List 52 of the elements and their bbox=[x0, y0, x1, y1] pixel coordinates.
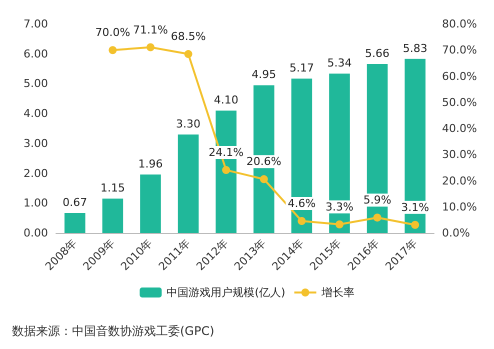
point bbox=[108, 46, 117, 54]
y-tick-label: 1.00 bbox=[24, 196, 48, 210]
data-label: 4.10 bbox=[214, 94, 238, 107]
y2-tick-label: 10.0% bbox=[442, 200, 477, 214]
data-label: 3.3% bbox=[326, 200, 354, 214]
data-label: 3.1% bbox=[401, 200, 430, 214]
legend-label: 增长率 bbox=[320, 286, 354, 299]
y-tick-label: 4.00 bbox=[24, 107, 48, 120]
y-tick-label: 5.00 bbox=[24, 77, 48, 90]
data-label: 20.6% bbox=[246, 155, 282, 168]
data-label: 3.30 bbox=[176, 117, 201, 130]
bar bbox=[178, 134, 199, 233]
data-label: 5.17 bbox=[289, 62, 314, 75]
y2-tick-label: 50.0% bbox=[442, 96, 477, 109]
data-label: 4.95 bbox=[252, 68, 276, 82]
data-label: 1.96 bbox=[138, 157, 163, 170]
point bbox=[298, 216, 306, 225]
point bbox=[222, 166, 230, 174]
data-label: 0.67 bbox=[62, 196, 88, 209]
y2-tick-label: 40.0% bbox=[442, 122, 477, 135]
y-tick-label: 2.00 bbox=[24, 166, 48, 180]
y2-tick-label: 70.0% bbox=[442, 44, 477, 57]
point bbox=[146, 43, 154, 52]
data-label: 5.9% bbox=[363, 194, 392, 207]
data-label: 70.0% bbox=[95, 26, 130, 40]
data-label: 24.1% bbox=[208, 146, 244, 160]
y2-tick-label: 20.0% bbox=[442, 174, 477, 188]
y-tick-label: 0.00 bbox=[24, 226, 48, 240]
bar bbox=[102, 198, 124, 233]
data-label: 1.15 bbox=[100, 182, 125, 195]
legend-label: 中国游戏用户规模(亿人) bbox=[166, 286, 286, 299]
point bbox=[336, 220, 344, 228]
y-tick-label: 7.00 bbox=[24, 18, 48, 30]
bar bbox=[140, 174, 161, 233]
data-label: 4.6% bbox=[288, 196, 316, 210]
y2-tick-label: 30.0% bbox=[442, 148, 477, 162]
y2-tick-label: 60.0% bbox=[442, 70, 477, 83]
point bbox=[411, 220, 420, 229]
y2-tick-label: 80.0% bbox=[442, 18, 477, 30]
source-note: 数据来源：中国音数协游戏工委(GPC) bbox=[12, 324, 214, 338]
bar bbox=[64, 212, 86, 233]
data-label: 5.66 bbox=[365, 47, 390, 60]
point bbox=[260, 175, 268, 184]
data-label: 5.34 bbox=[327, 56, 352, 70]
y2-tick-label: 0.0% bbox=[442, 226, 470, 240]
data-label: 68.5% bbox=[170, 30, 206, 44]
y-tick-label: 3.00 bbox=[24, 136, 48, 150]
y-tick-label: 6.00 bbox=[24, 47, 48, 60]
point bbox=[184, 50, 192, 58]
data-label: 5.83 bbox=[402, 42, 428, 55]
point bbox=[373, 214, 382, 222]
data-label: 71.1% bbox=[133, 23, 168, 36]
